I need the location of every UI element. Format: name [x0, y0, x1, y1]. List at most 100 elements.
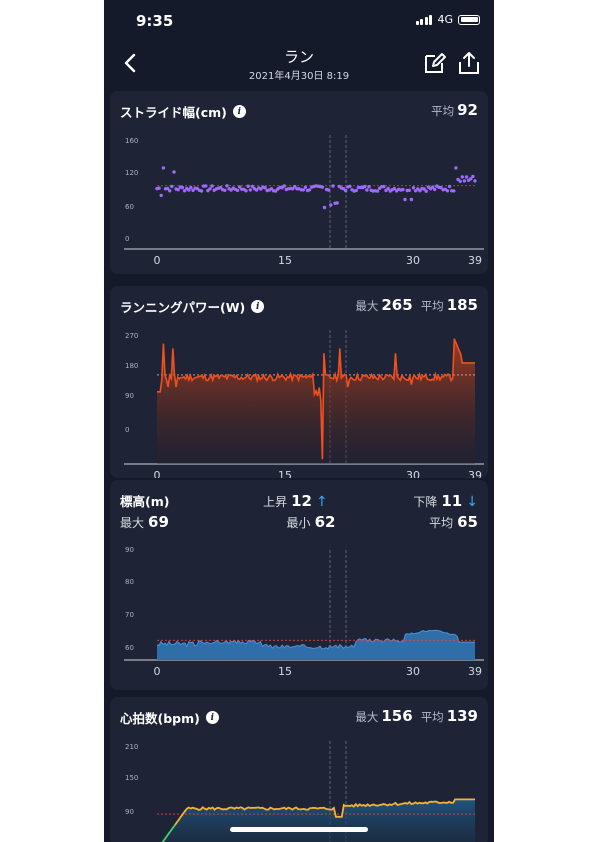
stride-point [367, 185, 371, 189]
stride-point [409, 197, 414, 202]
stride-point [159, 193, 163, 198]
y-tick-label: 70 [125, 611, 134, 619]
page-title: ラン [283, 48, 314, 66]
stride-point [208, 187, 212, 191]
x-tick-label: 30 [406, 254, 420, 267]
stride-point [407, 188, 411, 192]
stride-point [161, 166, 166, 170]
max-label: 最大 [355, 299, 379, 313]
stride-point [204, 184, 208, 188]
descent-value: 11 [441, 492, 463, 510]
stride-point [172, 170, 176, 174]
stride-point [392, 186, 397, 191]
stride-point [331, 184, 335, 188]
edit-icon[interactable] [422, 50, 448, 76]
y-tick-label: 60 [125, 644, 134, 652]
stride-point [327, 188, 331, 192]
power-chart: 270 180 90 0 0 15 30 39 [124, 330, 484, 478]
back-arrow-icon[interactable] [118, 50, 144, 76]
stride-point [452, 189, 456, 193]
status-bar: 9:35 4G [104, 0, 494, 40]
stride-point [418, 189, 422, 193]
heart-rate-chart: 210 150 90 [125, 741, 475, 842]
info-icon[interactable]: i [232, 105, 246, 118]
y-tick-label: 0 [125, 235, 129, 243]
stride-point [263, 186, 267, 190]
network-label: 4G [437, 13, 453, 26]
stride-point [157, 186, 161, 190]
stride-point [189, 185, 193, 190]
stride-point [348, 184, 352, 188]
stride-point [375, 189, 380, 193]
power-card[interactable]: ランニングパワー(W) i 最大 265 平均 185 270 180 90 0 0 15 30… [110, 286, 488, 478]
heart-stats: 最大 156 平均 139 [355, 706, 478, 725]
stride-point [165, 186, 170, 191]
y-tick-label: 210 [125, 743, 138, 751]
y-tick-label: 90 [125, 546, 134, 554]
avg-label: 平均 [431, 104, 455, 118]
stride-point [329, 203, 333, 207]
info-icon[interactable]: i [205, 711, 219, 724]
avg-value: 92 [457, 101, 478, 119]
stride-point [322, 205, 327, 210]
stride-point [458, 179, 462, 183]
stride-point [218, 185, 223, 190]
min-value: 62 [314, 513, 336, 531]
y-tick-label: 0 [125, 426, 129, 434]
stride-point [320, 185, 325, 189]
stride-chart: 160 120 60 0 0 15 30 39 [124, 135, 484, 267]
stride-point [422, 187, 426, 191]
stride-point [246, 184, 250, 188]
stride-title-row: ストライド幅(cm) i [120, 102, 246, 121]
status-time: 9:35 [136, 12, 174, 30]
stride-point [335, 201, 339, 205]
avg-value: 185 [446, 296, 478, 314]
stride-point [199, 189, 204, 193]
heart-title-row: 心拍数(bpm) i [120, 708, 219, 727]
arrow-up-icon: ↑ [315, 494, 328, 510]
stride-point [454, 166, 458, 170]
stride-point [473, 179, 477, 183]
elevation-row-1: 標高(m) 上昇 12 ↑ 下降 11 ↓ [120, 491, 478, 510]
info-icon[interactable]: i [251, 300, 265, 313]
elevation-chart: 90 80 70 60 0 15 30 39 [124, 546, 484, 678]
heart-rate-area [162, 799, 475, 842]
heart-rate-line-low [161, 824, 176, 842]
x-tick-label: 15 [278, 469, 292, 478]
y-tick-label: 80 [125, 578, 134, 586]
stride-point [462, 179, 467, 183]
stride-point [182, 189, 187, 193]
max-label: 最大 [355, 710, 379, 724]
max-value: 265 [381, 296, 413, 314]
stride-card[interactable]: ストライド幅(cm) i 平均 92 160 120 60 0 0 15 30 39 [110, 91, 488, 274]
x-tick-label: 39 [468, 665, 482, 678]
stride-point [293, 184, 297, 189]
elevation-card[interactable]: 標高(m) 上昇 12 ↑ 下降 11 ↓ 最大 69 最小 62 平均 [110, 480, 488, 690]
stride-point [254, 188, 259, 192]
avg-value: 139 [446, 707, 478, 725]
y-tick-label: 270 [125, 332, 138, 340]
home-indicator[interactable] [230, 827, 368, 832]
ascent-label: 上昇 [263, 495, 288, 509]
stride-point [433, 187, 437, 192]
stride-point [170, 184, 174, 189]
x-tick-label: 30 [406, 469, 420, 478]
x-tick-label: 15 [278, 665, 292, 678]
x-tick-label: 39 [468, 469, 482, 478]
stride-point [411, 186, 416, 190]
ascent-value: 12 [291, 492, 312, 510]
x-tick-label: 30 [406, 665, 420, 678]
y-tick-label: 150 [125, 774, 138, 782]
descent-stat: 下降 11 ↓ [413, 492, 478, 510]
x-tick-label: 0 [154, 254, 161, 267]
heart-rate-card[interactable]: 心拍数(bpm) i 最大 156 平均 139 210 150 90 [110, 697, 488, 842]
power-line [157, 338, 475, 460]
min-stat: 最小 62 [287, 513, 336, 531]
stride-point [447, 184, 452, 189]
share-icon[interactable] [456, 50, 482, 76]
stride-point [365, 188, 369, 192]
stride-point [403, 197, 407, 202]
stride-point [469, 177, 473, 181]
stride-point [424, 189, 428, 193]
stride-point [180, 185, 185, 190]
